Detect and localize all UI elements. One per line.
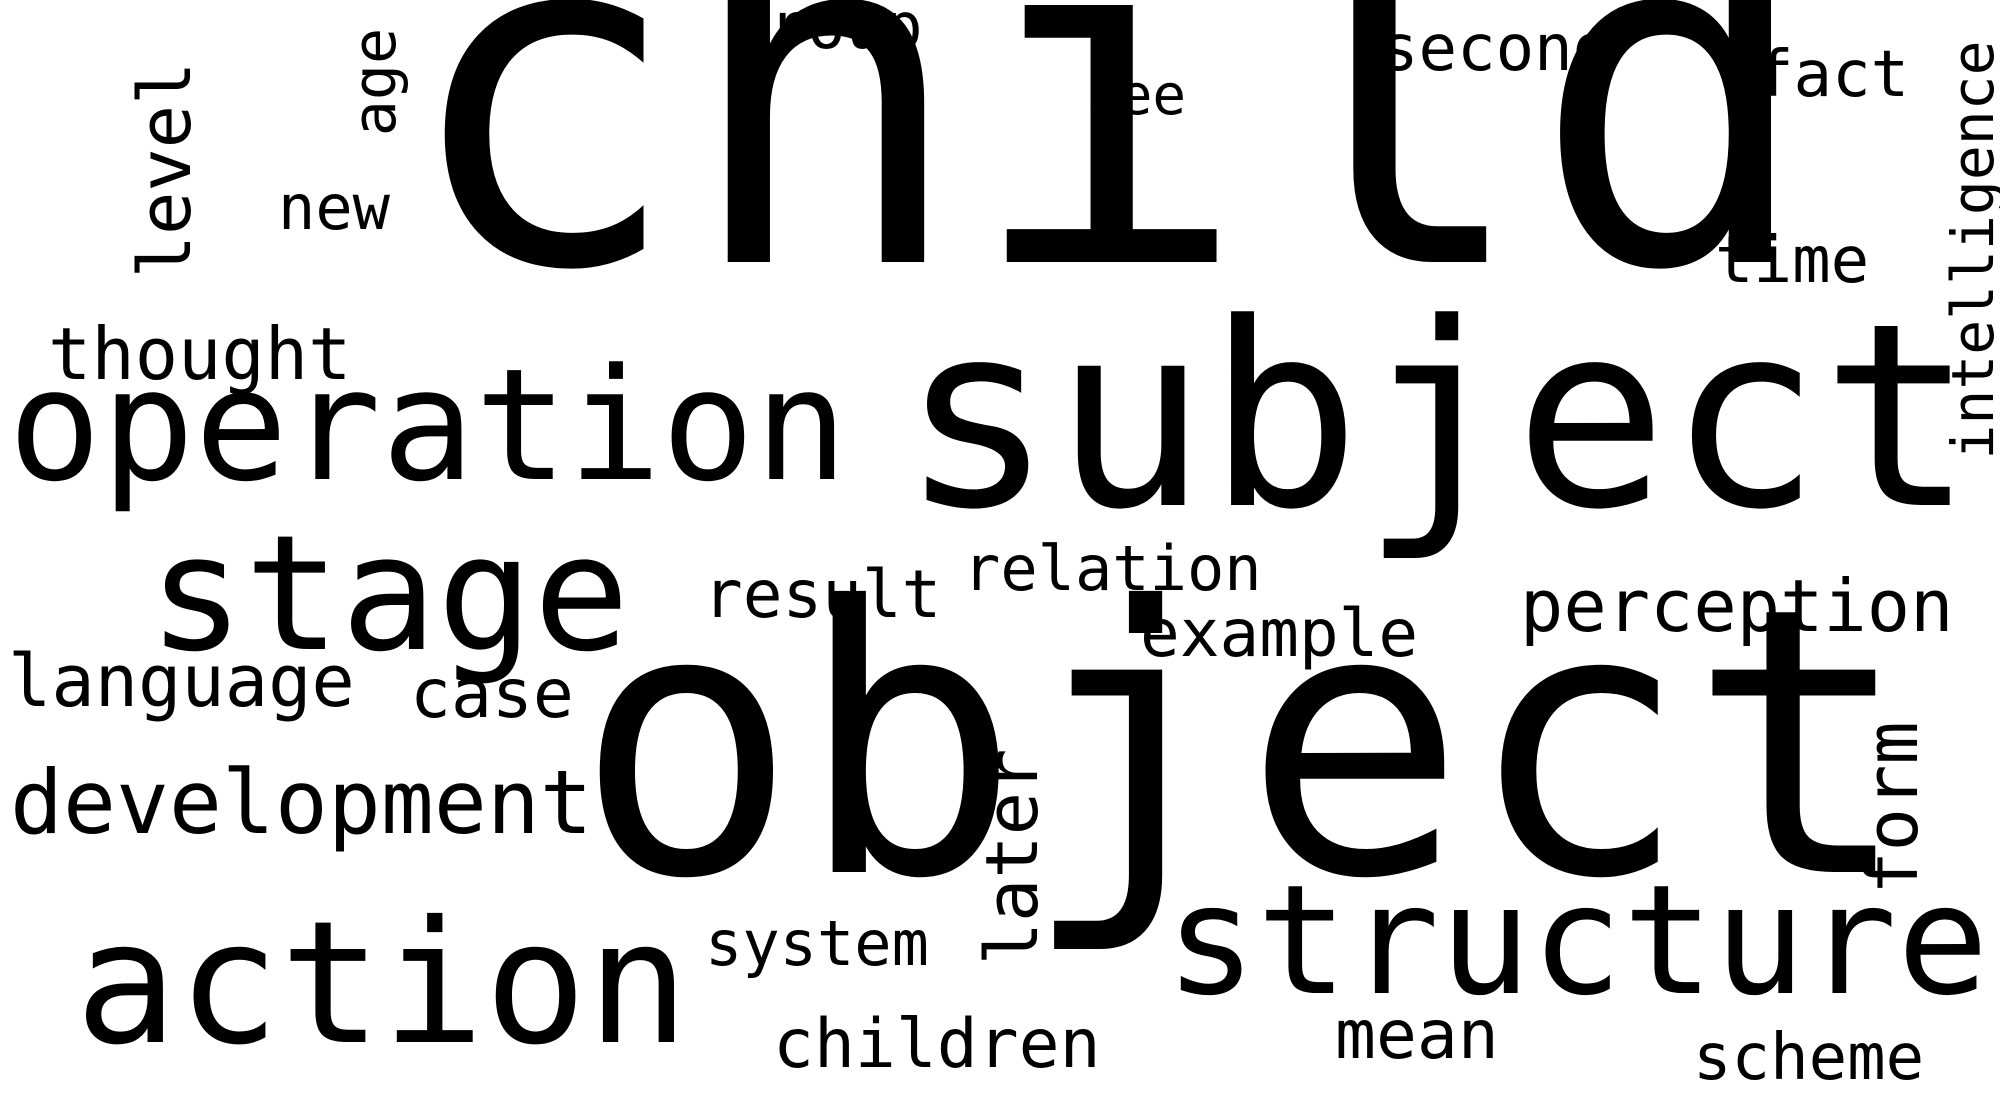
word-time: time [1715, 224, 1870, 298]
word-fact: fact [1755, 38, 1910, 112]
word-object: object [575, 530, 1912, 960]
word-age: age [340, 27, 410, 137]
word-perception: perception [1520, 564, 1954, 648]
word-thought: thought [48, 312, 352, 396]
word-intelligence: intelligence [1939, 40, 2000, 460]
word-level: level [123, 61, 207, 279]
word-action: action [75, 885, 690, 1083]
word-child: child [400, 0, 1815, 373]
word-development: development [10, 751, 593, 854]
word-subject: subject [900, 269, 1975, 566]
word-see: see [1085, 63, 1187, 128]
word-structure: structure [1165, 852, 1989, 1029]
word-system: system [705, 907, 929, 980]
word-new: new [278, 171, 390, 244]
word-form: form [1850, 721, 1934, 895]
word-group: group [730, 0, 923, 64]
word-example: example [1140, 595, 1419, 672]
word-relation: relation [963, 532, 1262, 605]
word-result: result [703, 556, 942, 633]
word-case: case [410, 655, 574, 734]
word-operation: operation [8, 335, 848, 516]
word-later: later [970, 748, 1054, 966]
word-scheme: scheme [1693, 1021, 1925, 1095]
word-stage: stage [148, 500, 630, 687]
word-second: second [1380, 12, 1612, 86]
word-language: language [8, 639, 355, 723]
word-children: children [773, 1005, 1101, 1084]
word-mean: mean [1335, 996, 1499, 1075]
